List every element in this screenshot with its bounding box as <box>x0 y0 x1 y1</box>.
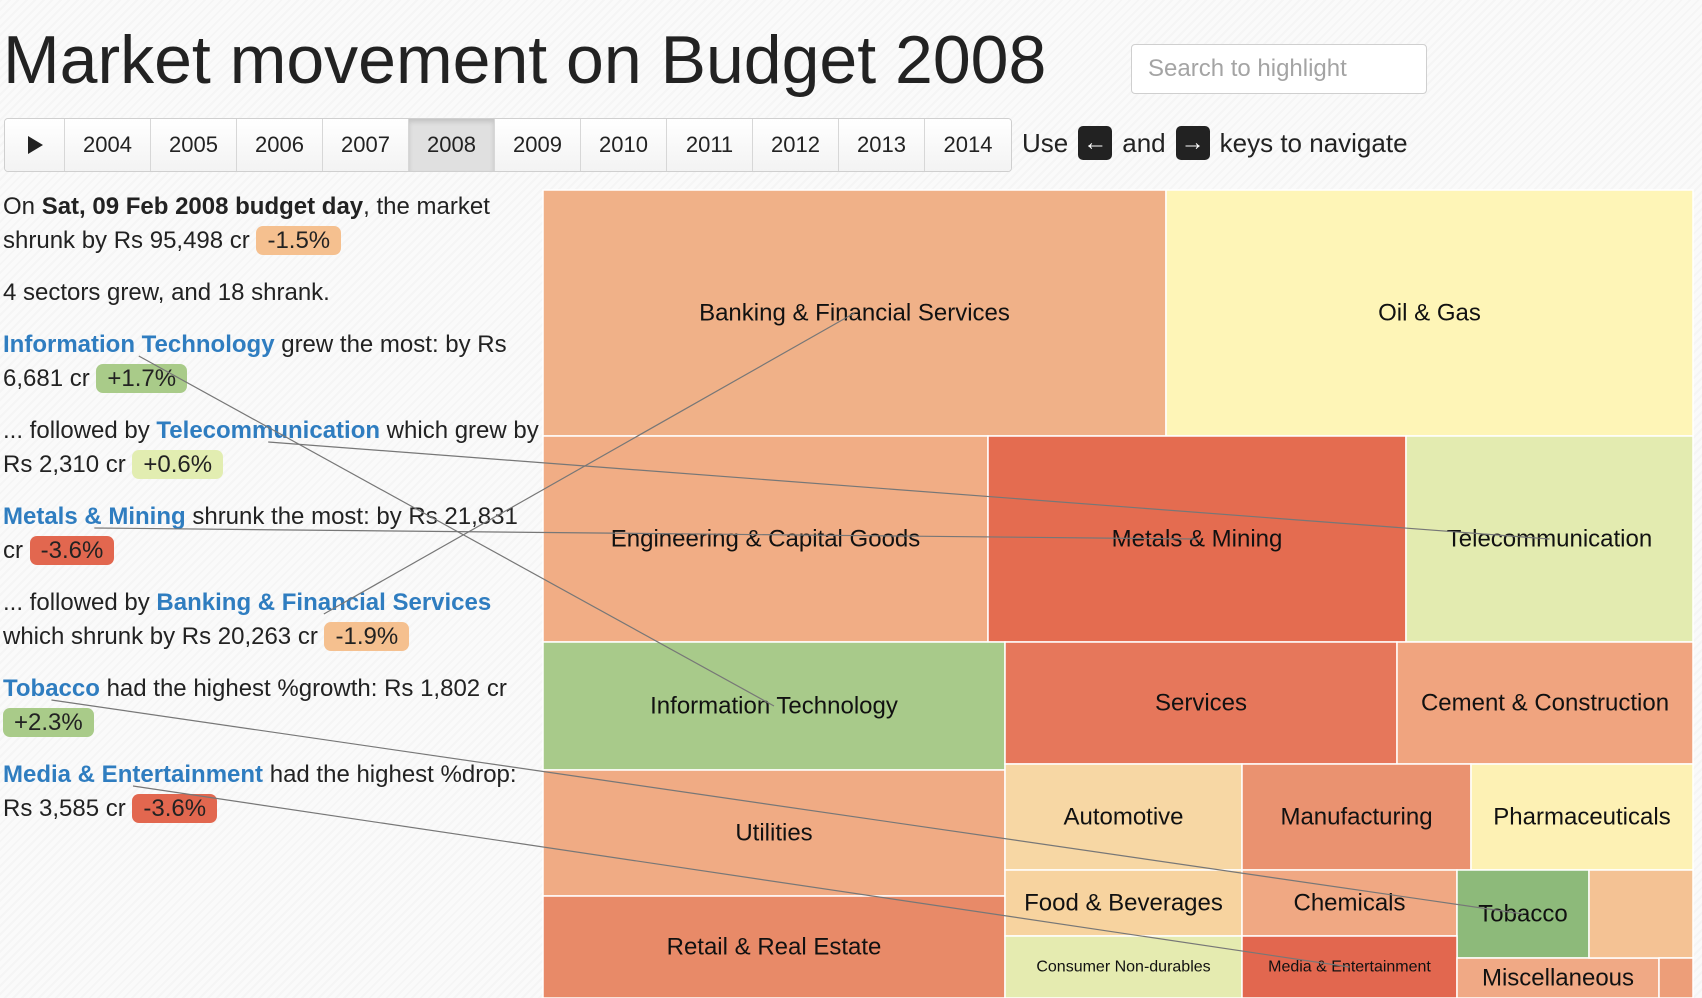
treemap-tile-consumer-non-durables[interactable] <box>1004 935 1243 998</box>
treemap-tile-automotive[interactable] <box>1004 763 1243 871</box>
market-movement-text: , the market shrunk by Rs 95,498 cr <box>3 193 490 254</box>
year-button-2011[interactable]: 2011 <box>667 119 753 171</box>
shrunk-next-badge: -1.9% <box>324 622 410 651</box>
summary-sector-counts: 4 sectors grew, and 18 shrank. <box>3 279 330 306</box>
year-button-2008[interactable]: 2008 <box>409 119 495 171</box>
treemap-tile-retail-real-estate[interactable] <box>542 895 1006 998</box>
treemap-tile-food-beverages[interactable] <box>1004 869 1243 937</box>
grew-next-badge: +0.6% <box>132 450 224 479</box>
search-input[interactable] <box>1131 44 1427 94</box>
year-button-2005[interactable]: 2005 <box>151 119 237 171</box>
sector-link-information-technology[interactable]: Information Technology <box>3 331 275 358</box>
year-button-2013[interactable]: 2013 <box>839 119 925 171</box>
budget-day: Sat, 09 Feb 2008 budget day <box>41 193 364 220</box>
summary-highest-growth: Tobacco had the highest %growth: Rs 1,80… <box>3 672 543 740</box>
sector-link-media-entertainment[interactable]: Media & Entertainment <box>3 761 264 788</box>
treemap-tile-utilities[interactable] <box>542 769 1006 897</box>
treemap-tiles <box>542 189 1694 998</box>
summary-highest-drop: Media & Entertainment had the highest %d… <box>3 758 543 826</box>
shrunk-next-text: which shrunk by Rs 20,263 cr <box>3 623 325 650</box>
sector-link-banking-financial-services[interactable]: Banking & Financial Services <box>156 589 492 616</box>
highest-drop-badge: -3.6% <box>132 794 218 823</box>
year-button-2012[interactable]: 2012 <box>753 119 839 171</box>
sector-link-telecommunication[interactable]: Telecommunication <box>156 417 381 444</box>
hint-use-text: Use <box>1022 127 1069 158</box>
year-button-2014[interactable]: 2014 <box>925 119 1011 171</box>
play-icon <box>27 136 43 154</box>
summary-shrunk-most: Metals & Mining shrunk the most: by Rs 2… <box>3 500 543 568</box>
year-button-2009[interactable]: 2009 <box>495 119 581 171</box>
summary-panel: On Sat, 09 Feb 2008 budget day, the mark… <box>3 190 543 844</box>
treemap-tile-unlabeled-20[interactable] <box>1658 957 1694 998</box>
grew-next-prefix: ... followed by <box>3 417 157 444</box>
treemap-tile-pharmaceuticals[interactable] <box>1470 763 1694 871</box>
grew-most-badge: +1.7% <box>96 364 188 393</box>
right-arrow-key-icon: → <box>1175 126 1210 160</box>
year-button-2006[interactable]: 2006 <box>237 119 323 171</box>
left-arrow-key-icon: ← <box>1078 126 1113 160</box>
treemap-tile-manufacturing[interactable] <box>1241 763 1472 871</box>
treemap-tile-banking-financial-services[interactable] <box>542 189 1167 437</box>
highest-growth-badge: +2.3% <box>3 708 94 737</box>
page-title: Market movement on Budget 2008 <box>3 22 1047 98</box>
treemap-tile-information-technology[interactable] <box>542 641 1006 771</box>
play-button[interactable] <box>5 119 65 171</box>
hint-and-text: and <box>1122 127 1166 158</box>
hint-keys-text: keys to navigate <box>1219 127 1408 158</box>
treemap-tile-engineering-capital-goods[interactable] <box>542 435 989 643</box>
treemap-tile-miscellaneous[interactable] <box>1456 957 1660 998</box>
treemap-tile-telecommunication[interactable] <box>1405 435 1694 643</box>
treemap-tile-chemicals[interactable] <box>1241 869 1458 937</box>
treemap-tile-cement-construction[interactable] <box>1396 641 1694 765</box>
year-button-2004[interactable]: 2004 <box>65 119 151 171</box>
day-prefix: On <box>3 193 42 220</box>
highest-growth-text: had the highest %growth: Rs 1,802 cr <box>99 675 507 702</box>
treemap-tile-oil-gas[interactable] <box>1165 189 1694 437</box>
market-change-badge: -1.5% <box>256 226 342 255</box>
treemap-tile-tobacco[interactable] <box>1456 869 1590 959</box>
keyboard-hint: Use ← and → keys to navigate <box>1022 126 1408 160</box>
year-selector: 2004 2005 2006 2007 2008 2009 2010 2011 … <box>4 118 1012 172</box>
treemap-tile-media-entertainment[interactable] <box>1241 935 1458 998</box>
year-button-2007[interactable]: 2007 <box>323 119 409 171</box>
treemap-tile-unlabeled-19[interactable] <box>1588 869 1694 959</box>
treemap-tile-metals-mining[interactable] <box>987 435 1407 643</box>
shrunk-most-badge: -3.6% <box>29 536 115 565</box>
summary-shrunk-next: ... followed by Banking & Financial Serv… <box>3 586 543 654</box>
sector-link-metals-mining[interactable]: Metals & Mining <box>3 503 186 530</box>
year-button-2010[interactable]: 2010 <box>581 119 667 171</box>
summary-market-day: On Sat, 09 Feb 2008 budget day, the mark… <box>3 190 543 258</box>
sector-link-tobacco[interactable]: Tobacco <box>3 675 100 702</box>
summary-grew-next: ... followed by Telecommunication which … <box>3 414 543 482</box>
summary-grew-most: Information Technology grew the most: by… <box>3 328 543 396</box>
treemap-tile-services[interactable] <box>1004 641 1398 765</box>
shrunk-next-prefix: ... followed by <box>3 589 157 616</box>
